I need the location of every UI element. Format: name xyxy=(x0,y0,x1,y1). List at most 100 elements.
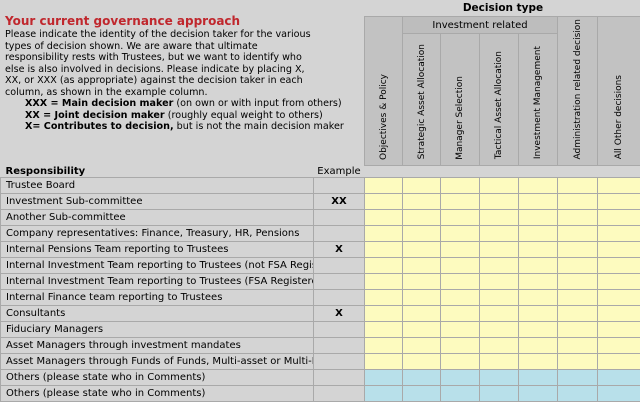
input-cell[interactable] xyxy=(557,272,599,290)
input-cell[interactable] xyxy=(440,224,480,242)
input-cell[interactable] xyxy=(597,256,640,274)
input-cell[interactable] xyxy=(597,240,640,258)
input-cell[interactable] xyxy=(517,368,559,386)
input-cell[interactable] xyxy=(402,208,441,226)
input-cell[interactable] xyxy=(557,336,599,354)
input-cell[interactable] xyxy=(402,272,441,290)
input-cell[interactable] xyxy=(402,224,441,242)
input-cell[interactable] xyxy=(479,272,519,290)
input-cell[interactable] xyxy=(479,352,519,370)
input-cell[interactable] xyxy=(597,368,640,386)
input-cell[interactable] xyxy=(402,352,441,370)
input-cell[interactable] xyxy=(517,192,559,210)
input-cell[interactable] xyxy=(440,176,480,194)
input-cell[interactable] xyxy=(557,240,599,258)
input-cell[interactable] xyxy=(402,176,441,194)
row-label: Company representatives: Finance, Treasu… xyxy=(0,224,314,242)
input-cell[interactable] xyxy=(557,384,599,402)
input-cell[interactable] xyxy=(557,320,599,338)
input-cell[interactable] xyxy=(479,176,519,194)
input-cell[interactable] xyxy=(402,336,441,354)
input-cell[interactable] xyxy=(517,320,559,338)
input-cell[interactable] xyxy=(517,304,559,322)
input-cell[interactable] xyxy=(364,192,403,210)
input-cell[interactable] xyxy=(440,240,480,258)
input-cell[interactable] xyxy=(597,224,640,242)
input-cell[interactable] xyxy=(364,208,403,226)
input-cell[interactable] xyxy=(364,320,403,338)
input-cell[interactable] xyxy=(517,352,559,370)
input-cell[interactable] xyxy=(440,208,480,226)
input-cell[interactable] xyxy=(364,272,403,290)
input-cell[interactable] xyxy=(440,288,480,306)
input-cell[interactable] xyxy=(402,256,441,274)
example-cell: XX xyxy=(313,192,365,210)
input-cell[interactable] xyxy=(517,256,559,274)
input-cell[interactable] xyxy=(597,384,640,402)
input-cell[interactable] xyxy=(557,256,599,274)
input-cell[interactable] xyxy=(597,272,640,290)
input-cell[interactable] xyxy=(517,272,559,290)
input-cell[interactable] xyxy=(402,320,441,338)
input-cell[interactable] xyxy=(517,336,559,354)
input-cell[interactable] xyxy=(557,352,599,370)
input-cell[interactable] xyxy=(479,224,519,242)
input-cell[interactable] xyxy=(597,336,640,354)
input-cell[interactable] xyxy=(402,384,441,402)
input-cell[interactable] xyxy=(440,304,480,322)
input-cell[interactable] xyxy=(479,368,519,386)
input-cell[interactable] xyxy=(440,368,480,386)
input-cell[interactable] xyxy=(517,384,559,402)
input-cell[interactable] xyxy=(517,176,559,194)
input-cell[interactable] xyxy=(597,192,640,210)
input-cell[interactable] xyxy=(440,352,480,370)
input-cell[interactable] xyxy=(440,256,480,274)
input-cell[interactable] xyxy=(479,304,519,322)
input-cell[interactable] xyxy=(557,288,599,306)
input-cell[interactable] xyxy=(597,176,640,194)
input-cell[interactable] xyxy=(479,240,519,258)
input-cell[interactable] xyxy=(364,384,403,402)
input-cell[interactable] xyxy=(597,304,640,322)
input-cell[interactable] xyxy=(440,272,480,290)
input-cell[interactable] xyxy=(402,304,441,322)
input-cell[interactable] xyxy=(479,384,519,402)
input-cell[interactable] xyxy=(364,352,403,370)
input-cell[interactable] xyxy=(364,336,403,354)
input-cell[interactable] xyxy=(402,240,441,258)
input-cell[interactable] xyxy=(597,208,640,226)
input-cell[interactable] xyxy=(440,336,480,354)
input-cell[interactable] xyxy=(597,320,640,338)
input-cell[interactable] xyxy=(402,288,441,306)
input-cell[interactable] xyxy=(364,288,403,306)
input-cell[interactable] xyxy=(440,384,480,402)
input-cell[interactable] xyxy=(479,288,519,306)
input-cell[interactable] xyxy=(517,208,559,226)
input-cell[interactable] xyxy=(597,352,640,370)
input-cell[interactable] xyxy=(364,240,403,258)
input-cell[interactable] xyxy=(597,288,640,306)
input-cell[interactable] xyxy=(479,256,519,274)
input-cell[interactable] xyxy=(364,176,403,194)
input-cell[interactable] xyxy=(517,288,559,306)
input-cell[interactable] xyxy=(479,208,519,226)
input-cell[interactable] xyxy=(517,224,559,242)
input-cell[interactable] xyxy=(557,304,599,322)
input-cell[interactable] xyxy=(557,192,599,210)
input-cell[interactable] xyxy=(402,368,441,386)
input-cell[interactable] xyxy=(479,336,519,354)
input-cell[interactable] xyxy=(440,192,480,210)
input-cell[interactable] xyxy=(364,256,403,274)
input-cell[interactable] xyxy=(440,320,480,338)
input-cell[interactable] xyxy=(402,192,441,210)
input-cell[interactable] xyxy=(557,224,599,242)
input-cell[interactable] xyxy=(557,208,599,226)
input-cell[interactable] xyxy=(517,240,559,258)
input-cell[interactable] xyxy=(479,192,519,210)
input-cell[interactable] xyxy=(557,368,599,386)
input-cell[interactable] xyxy=(557,176,599,194)
input-cell[interactable] xyxy=(364,304,403,322)
input-cell[interactable] xyxy=(364,368,403,386)
input-cell[interactable] xyxy=(364,224,403,242)
input-cell[interactable] xyxy=(479,320,519,338)
